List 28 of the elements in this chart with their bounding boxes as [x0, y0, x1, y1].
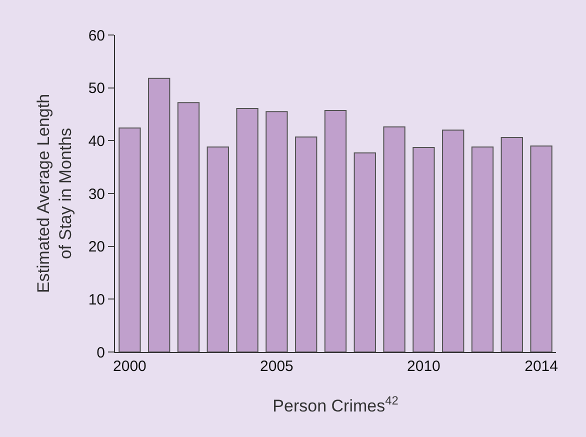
bar: [177, 102, 200, 352]
bar: [236, 108, 258, 352]
y-tick-label: 60: [88, 27, 105, 44]
bar: [354, 152, 376, 352]
y-tick-label: 30: [88, 186, 105, 203]
bar: [295, 136, 318, 352]
bar: [383, 126, 406, 352]
x-tick-label: 2005: [260, 358, 294, 375]
bar: [500, 137, 523, 352]
bar: [442, 130, 464, 352]
x-tick-label: 2010: [407, 358, 440, 375]
bar: [412, 147, 435, 352]
x-tick-label: 2014: [524, 358, 558, 375]
bar: [471, 146, 494, 352]
x-axis-title: Person Crimes$^{42}$: [272, 393, 399, 416]
y-tick-label: 50: [88, 80, 105, 98]
y-axis-title: Estimated Average Length of Stay in Months: [34, 94, 75, 294]
bar: [324, 110, 347, 352]
y-tick-label: 10: [88, 291, 105, 308]
bar: [206, 146, 229, 352]
x-tick-label: 2000: [113, 358, 146, 375]
bar: [530, 145, 552, 352]
y-tick-label: 0: [96, 344, 105, 362]
bar: [148, 78, 170, 352]
y-tick-label: 40: [88, 132, 105, 150]
bar: [266, 111, 288, 352]
y-tick-label: 20: [88, 238, 105, 256]
bar: [118, 127, 141, 352]
